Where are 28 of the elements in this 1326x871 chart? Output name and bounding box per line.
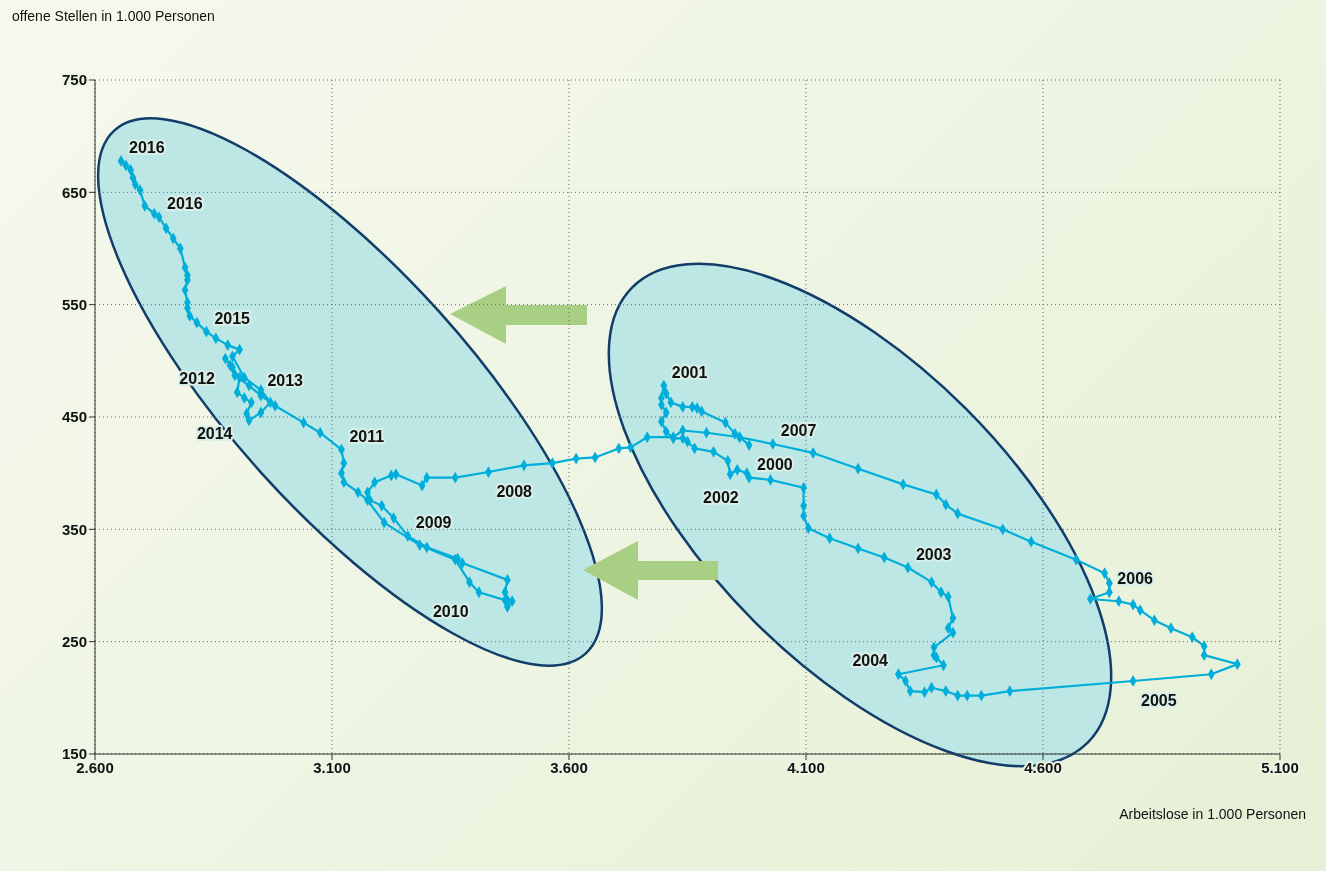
y-tick-label: 250 [61, 632, 87, 650]
y-tick-label: 650 [61, 183, 87, 201]
annotation: 2009 [415, 514, 452, 532]
annotation: 2008 [496, 483, 533, 501]
y-axis-title: offene Stellen in 1.000 Personen [12, 8, 215, 24]
annotation: 2000 [757, 456, 793, 474]
annotation: 2013 [267, 372, 304, 390]
annotation: 2002 [703, 488, 739, 506]
x-tick-label: 5.100 [1261, 758, 1299, 776]
x-tick-label: 4.100 [787, 758, 825, 776]
annotation: 2010 [432, 603, 469, 621]
x-tick-label: 3.100 [313, 758, 351, 776]
annotation: 2016 [129, 138, 165, 156]
annotation: 2001 [671, 363, 708, 381]
y-tick-label: 750 [61, 71, 87, 89]
annotation: 2006 [1117, 570, 1154, 588]
x-axis-title: Arbeitslose in 1.000 Personen [1119, 806, 1306, 822]
y-tick-label: 350 [61, 520, 87, 538]
annotation: 2011 [349, 427, 385, 445]
annotation: 2007 [780, 421, 817, 439]
y-tick-label: 450 [61, 408, 87, 426]
annotation: 2003 [915, 545, 952, 563]
annotation: 2016 [166, 195, 203, 213]
annotation: 2004 [852, 652, 889, 670]
y-tick-label: 550 [61, 295, 87, 313]
annotation: 2005 [1141, 691, 1177, 709]
x-tick-label: 3.600 [550, 758, 588, 776]
annotation: 2015 [214, 309, 251, 327]
